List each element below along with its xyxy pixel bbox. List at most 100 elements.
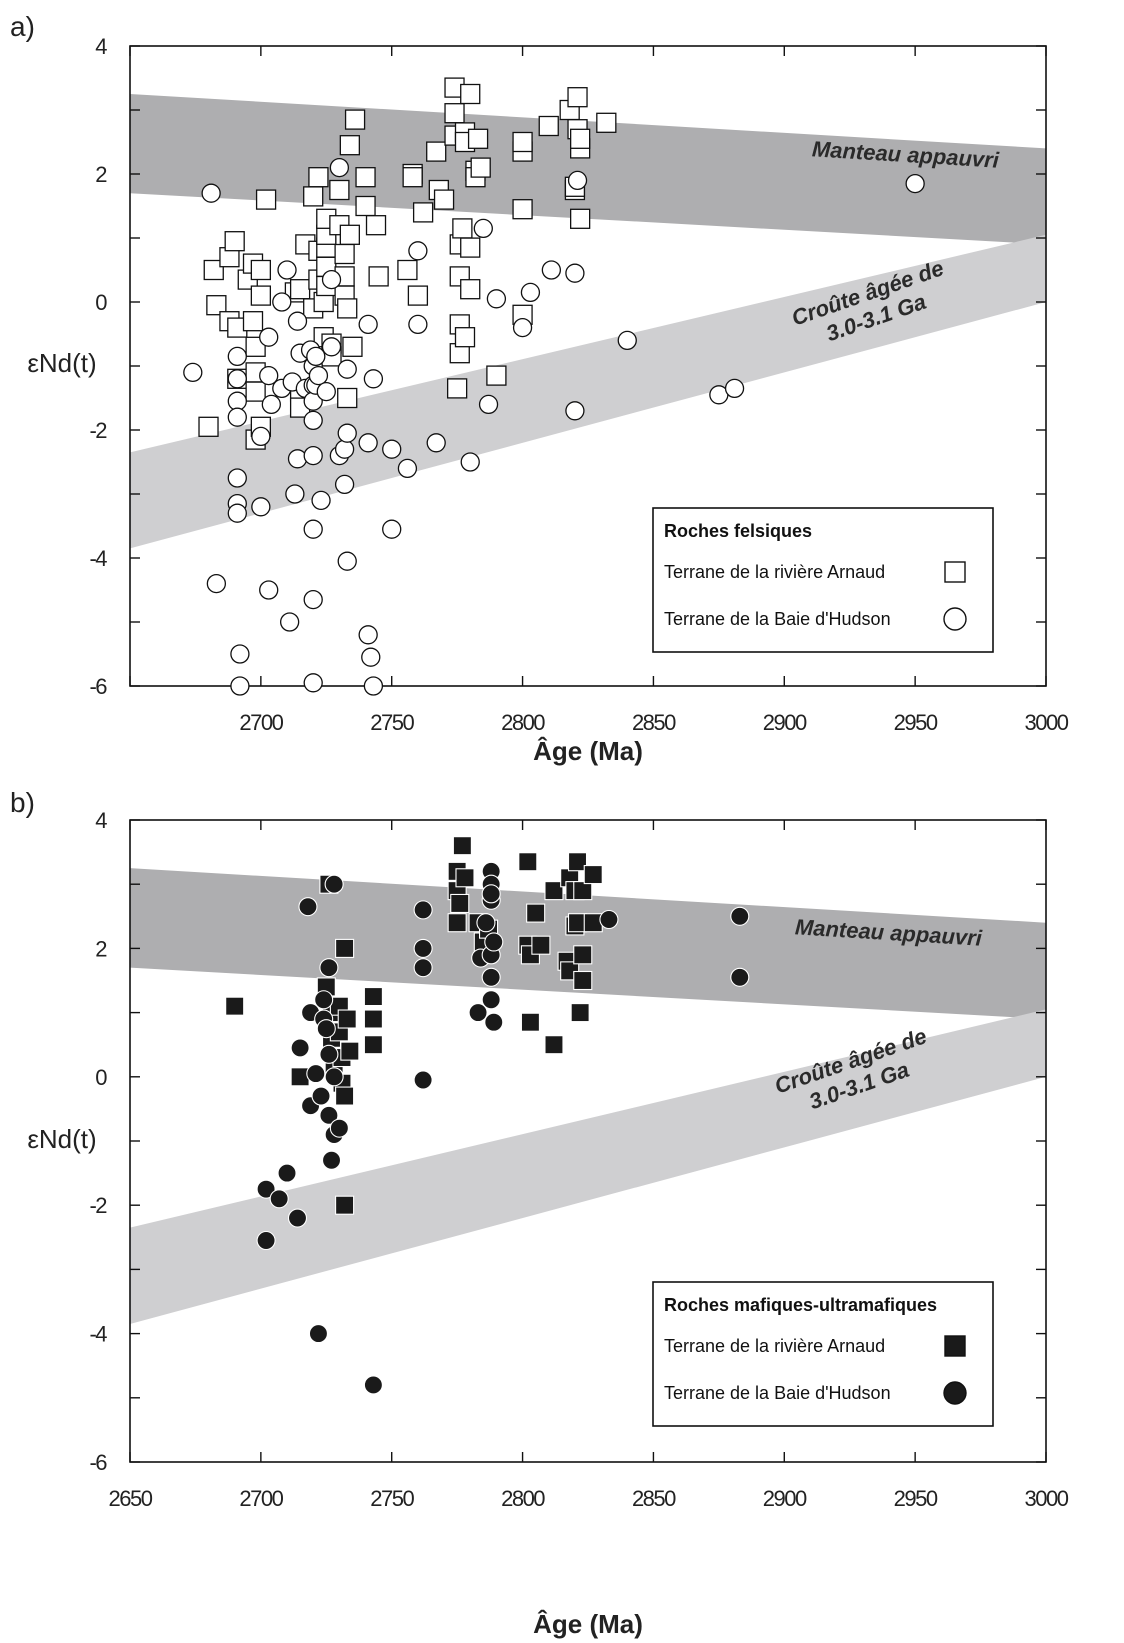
- data-point-square: [334, 243, 355, 265]
- data-point-circle: [382, 519, 402, 539]
- data-point-circle: [484, 932, 504, 952]
- data-point-square: [567, 87, 588, 108]
- data-point-circle: [408, 314, 428, 335]
- data-point-square: [290, 1067, 310, 1087]
- data-point-circle: [285, 484, 305, 504]
- data-point-square: [340, 1041, 360, 1061]
- data-point-square: [337, 1009, 357, 1029]
- data-point-circle: [303, 410, 323, 431]
- data-point-square: [452, 836, 472, 856]
- data-point-square: [225, 996, 245, 1016]
- data-point-circle: [334, 474, 355, 495]
- data-point-circle: [183, 362, 203, 383]
- data-point-circle: [413, 958, 433, 978]
- data-point-square: [467, 128, 489, 149]
- data-point-circle: [321, 269, 342, 290]
- data-point-circle: [481, 967, 501, 987]
- x-tick-label: 2950: [894, 710, 938, 735]
- data-point-circle: [408, 241, 428, 261]
- data-point-square: [368, 266, 389, 287]
- data-point-circle: [476, 913, 496, 933]
- data-point-square: [365, 215, 387, 236]
- data-point-circle: [382, 439, 402, 459]
- data-point-circle: [311, 1086, 331, 1106]
- data-point-circle: [279, 612, 300, 632]
- data-point-circle: [272, 292, 292, 312]
- old-crust-band: [130, 1009, 1046, 1324]
- data-point-square: [450, 893, 470, 914]
- data-point-square: [355, 195, 376, 217]
- depleted-mantle-band: [130, 94, 1046, 245]
- data-point-square: [447, 913, 467, 933]
- data-point-square: [486, 365, 507, 386]
- data-point-circle: [306, 346, 326, 367]
- data-point-circle: [314, 990, 334, 1010]
- x-tick-label: 2850: [632, 1486, 676, 1511]
- x-tick-label: 2750: [370, 1486, 414, 1511]
- x-tick-label: 3000: [1025, 710, 1069, 735]
- data-point-square: [303, 186, 324, 207]
- data-point-circle: [481, 884, 501, 904]
- data-point-circle: [303, 445, 323, 466]
- data-point-circle: [269, 1189, 289, 1209]
- data-point-circle: [298, 897, 318, 917]
- data-point-circle: [481, 990, 501, 1010]
- data-point-circle: [227, 407, 247, 427]
- data-point-circle: [227, 503, 247, 523]
- data-point-circle: [206, 573, 227, 594]
- data-point-circle: [478, 394, 499, 415]
- series-hudson: [183, 157, 925, 696]
- data-point-square: [308, 167, 329, 188]
- x-tick-label: 2750: [370, 710, 414, 735]
- y-tick-label: -2: [89, 1193, 107, 1218]
- data-point-square: [460, 83, 481, 105]
- data-point-square: [337, 387, 358, 409]
- data-point-square: [335, 938, 355, 958]
- data-point-square: [412, 202, 434, 223]
- data-point-circle: [541, 260, 562, 280]
- data-point-square: [355, 167, 376, 188]
- data-point-square: [242, 311, 264, 332]
- x-tick-label: 3000: [1025, 1486, 1069, 1511]
- data-point-circle: [303, 589, 323, 610]
- data-point-circle: [277, 1163, 297, 1183]
- data-point-circle: [468, 1003, 488, 1023]
- data-point-square: [344, 109, 366, 130]
- y-axis-label: εNd(t): [27, 348, 96, 378]
- data-point-circle: [512, 317, 533, 338]
- data-point-circle: [337, 551, 357, 571]
- data-point-circle: [256, 1230, 276, 1251]
- data-point-circle: [303, 519, 323, 539]
- legend-square-marker: [944, 561, 966, 583]
- data-point-square: [245, 381, 266, 402]
- data-point-square: [569, 208, 591, 229]
- x-tick-label: 2700: [239, 710, 283, 735]
- data-point-circle: [413, 900, 433, 920]
- series-hudson: [256, 861, 750, 1395]
- data-markers: [225, 836, 750, 1395]
- data-point-square: [203, 259, 224, 281]
- data-point-square: [255, 189, 277, 210]
- data-point-square: [518, 852, 538, 872]
- y-tick-label: 2: [95, 162, 107, 187]
- data-point-circle: [321, 337, 342, 357]
- y-tick-label: -4: [89, 546, 107, 571]
- x-tick-label: 2850: [632, 710, 676, 735]
- y-tick-label: -4: [89, 1322, 107, 1347]
- data-point-circle: [397, 458, 418, 479]
- data-point-square: [538, 115, 559, 137]
- data-point-square: [250, 259, 272, 281]
- data-point-circle: [277, 260, 297, 280]
- data-point-circle: [259, 580, 279, 600]
- data-point-square: [342, 336, 363, 357]
- data-point-square: [526, 903, 546, 923]
- y-axis-label: εNd(t): [27, 1124, 96, 1154]
- legend-circle-marker: [943, 1381, 967, 1405]
- data-point-circle: [227, 391, 247, 411]
- data-point-circle: [520, 282, 541, 303]
- data-point-circle: [319, 1044, 339, 1064]
- data-point-square: [402, 167, 423, 188]
- legend-title: Roches mafiques-ultramafiques: [664, 1295, 937, 1315]
- data-point-circle: [565, 263, 585, 283]
